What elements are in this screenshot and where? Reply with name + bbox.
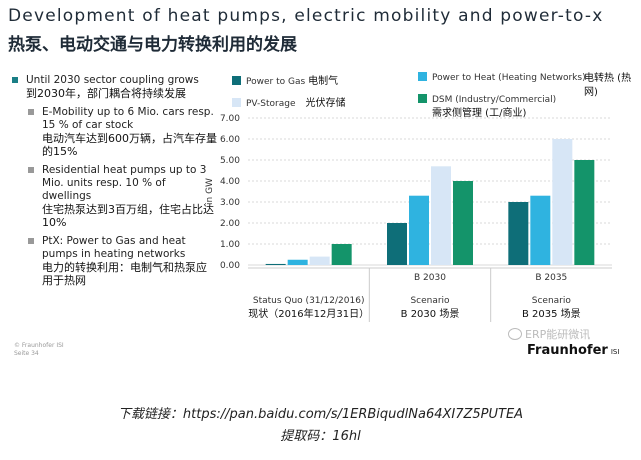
legend-item-power-to-heat: Power to Heat (Heating Networks) [418,72,586,83]
legend-item-pv-storage: PV-Storage 光伏存储 [232,94,346,109]
bar-chart: 0.00 1.00 2.00 3.00 4.00 5.00 6.00 7.00 in GW Sta… [205,114,612,322]
x-category-label: Scenario [410,296,450,306]
legend-swatch [232,76,241,85]
bullet-item-en: Residential heat pumps up to 3 Mio. unit… [42,164,207,202]
y-tick-label: 4.00 [220,177,240,187]
legend-item-power-to-gas: Power to Gas 电制气 [232,72,338,87]
bar-dsm-industry-commercial- [331,244,352,265]
bullet-item-en: E-Mobility up to 6 Mio. cars resp. 15 % … [42,106,214,131]
bullet-square-icon [28,238,34,244]
title-chinese: 热泵、电动交通与电力转换利用的发展 [8,35,297,55]
bar-dsm-industry-commercial- [453,181,473,265]
footer-copyright: © Fraunhofer ISI [14,342,64,349]
y-tick-label: 2.00 [220,219,240,229]
download-link[interactable]: 下载链接：https://pan.baidu.com/s/1ERBiqudlNa… [117,407,524,422]
legend-swatch [418,94,427,103]
slide: Development of heat pumps, electric mobi… [8,6,638,358]
legend-item-dsm: DSM (Industry/Commercial) 需求侧管理 (工/商业) [418,94,556,121]
y-tick-label: 3.00 [220,198,240,208]
bar-power-to-gas [508,202,529,265]
legend-label-zh: 需求侧管理 (工/商业) [432,108,527,119]
x-category-label-zh: 现状（2016年12月31日） [248,307,369,320]
bullet-item-zh: 电力的转换利用：电制气和热泵应用于热网 [42,261,207,287]
legend-label-en: Power to Gas [246,77,306,87]
bullet-main-en: Until 2030 sector coupling grows [26,74,199,86]
x-category-label-zh: B 2030 场景 [401,307,460,320]
fraunhofer-logo: Fraunhofer ISI [527,343,619,358]
bar-dsm-industry-commercial- [574,160,595,265]
legend-label-en: Power to Heat (Heating Networks) [432,73,586,83]
legend-label-zh: 光伏存储 [305,98,346,109]
bullet-square-icon [28,109,34,115]
x-category-label-zh: B 2035 场景 [522,307,581,320]
x-group-label: B 2035 [535,273,567,283]
bar-power-to-gas [387,223,407,265]
bar-pv-storage [552,139,573,265]
legend-label-zh-heat: 电转热 (热网) [584,72,638,100]
extraction-code: 提取码：16hl [280,429,361,444]
bullet-item-zh: 电动汽车达到600万辆，占汽车存量的15% [42,132,217,158]
title-english: Development of heat pumps, electric mobi… [8,6,604,26]
x-category-label: Scenario [532,296,572,306]
x-category-label: Status Quo (31/12/2016) [253,296,365,306]
bullet-main-zh: 到2030年，部门耦合将持续发展 [26,87,186,100]
legend-label-en: PV-Storage [246,99,296,109]
footer-small: © Fraunhofer ISI Seite 34 [14,342,64,358]
legend-label-en: DSM (Industry/Commercial) [432,95,557,105]
bar-power-to-gas [265,263,286,265]
bullet-square-icon [12,77,18,83]
bullet-item-zh: 住宅热泵达到3百万组，住宅占比达10% [42,203,214,229]
logo-text: Fraunhofer [527,343,608,358]
logo-sub: ISI [610,348,620,356]
bullet-item: Residential heat pumps up to 3 Mio. unit… [12,164,217,229]
bar-pv-storage [309,256,330,265]
footer-page: Seite 34 [14,350,39,357]
bullet-item: PtX: Power to Gas and heat pumps in heat… [12,235,217,287]
bullet-square-icon [28,167,34,173]
legend-swatch [418,72,427,81]
bar-power-to-heat-heating-networks- [530,195,551,265]
y-tick-label: 1.00 [220,240,240,250]
bar-power-to-heat-heating-networks- [287,259,308,265]
bullet-item: E-Mobility up to 6 Mio. cars resp. 15 % … [12,106,217,158]
legend-swatch [232,98,241,107]
bar-pv-storage [431,166,451,265]
watermark: ERP能研微讯 [508,326,590,342]
y-tick-label: 0.00 [220,261,240,271]
y-tick-label: 6.00 [220,135,240,145]
bullet-main: Until 2030 sector coupling grows 到2030年，… [12,74,217,100]
legend-label-zh: 电制气 [308,76,339,87]
bullet-list: Until 2030 sector coupling grows 到2030年，… [12,74,217,293]
y-tick-label: 7.00 [220,114,240,124]
y-tick-label: 5.00 [220,156,240,166]
y-axis-label: in GW [205,178,215,205]
wechat-icon [508,328,522,340]
watermark-text: ERP能研微讯 [525,328,591,341]
x-group-label: B 2030 [414,273,446,283]
legend-label-zh: 电转热 (热网) [584,73,632,98]
bar-power-to-heat-heating-networks- [409,195,429,265]
bullet-item-en: PtX: Power to Gas and heat pumps in heat… [42,235,186,260]
